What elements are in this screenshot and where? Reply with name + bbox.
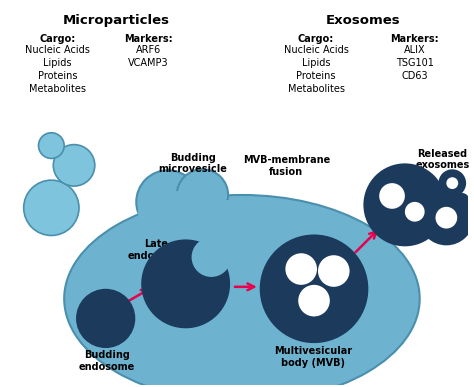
Circle shape xyxy=(419,190,474,245)
Text: Exosomes: Exosomes xyxy=(326,14,401,27)
Circle shape xyxy=(379,183,405,209)
Circle shape xyxy=(298,285,330,317)
Text: Late
endosome: Late endosome xyxy=(128,240,184,261)
Text: ALIX
TSG101
CD63: ALIX TSG101 CD63 xyxy=(396,45,434,81)
Circle shape xyxy=(137,170,200,233)
Circle shape xyxy=(436,207,457,229)
Text: Markers:: Markers: xyxy=(391,34,439,44)
Text: Cargo:: Cargo: xyxy=(298,34,334,44)
Circle shape xyxy=(24,180,79,235)
Circle shape xyxy=(405,202,425,222)
Circle shape xyxy=(364,163,447,247)
Text: Cargo:: Cargo: xyxy=(39,34,75,44)
Bar xyxy=(138,200,237,308)
Text: Budding
endosome: Budding endosome xyxy=(79,350,135,372)
Text: Microparticles: Microparticles xyxy=(63,14,170,27)
Ellipse shape xyxy=(64,195,419,387)
Circle shape xyxy=(141,240,230,328)
Text: Budding
microvesicle: Budding microvesicle xyxy=(158,152,227,174)
Circle shape xyxy=(447,177,458,189)
Text: Released
exosomes: Released exosomes xyxy=(415,149,470,170)
Circle shape xyxy=(38,133,64,158)
Circle shape xyxy=(285,253,317,285)
Circle shape xyxy=(260,235,368,343)
Text: Markers:: Markers: xyxy=(124,34,173,44)
Text: MVB-membrane
fusion: MVB-membrane fusion xyxy=(243,156,330,177)
Text: Nucleic Acids
Lipids
Proteins
Metabolites: Nucleic Acids Lipids Proteins Metabolite… xyxy=(283,45,348,94)
Text: Nucleic Acids
Lipids
Proteins
Metabolites: Nucleic Acids Lipids Proteins Metabolite… xyxy=(25,45,90,94)
Circle shape xyxy=(191,238,231,277)
Circle shape xyxy=(54,145,95,186)
Text: ARF6
VCAMP3: ARF6 VCAMP3 xyxy=(128,45,168,68)
Text: Multivesicular
body (MVB): Multivesicular body (MVB) xyxy=(274,346,352,368)
Circle shape xyxy=(455,193,469,207)
Ellipse shape xyxy=(143,190,232,249)
Circle shape xyxy=(76,289,135,348)
Circle shape xyxy=(318,255,350,287)
Circle shape xyxy=(177,169,228,221)
Circle shape xyxy=(438,169,466,197)
